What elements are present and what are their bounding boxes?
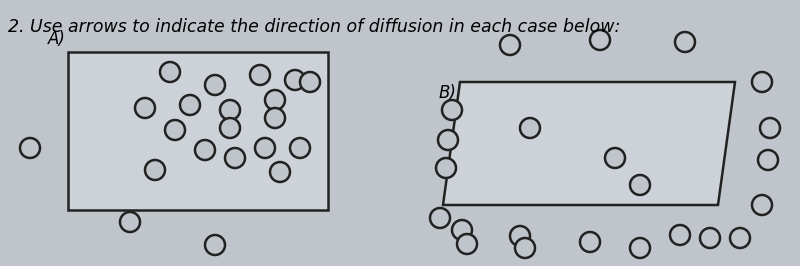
Circle shape xyxy=(290,138,310,158)
Circle shape xyxy=(630,238,650,258)
Circle shape xyxy=(225,148,245,168)
Circle shape xyxy=(265,90,285,110)
Circle shape xyxy=(270,162,290,182)
Circle shape xyxy=(630,175,650,195)
Circle shape xyxy=(670,225,690,245)
Circle shape xyxy=(510,226,530,246)
Circle shape xyxy=(436,158,456,178)
Circle shape xyxy=(265,108,285,128)
Circle shape xyxy=(135,98,155,118)
Circle shape xyxy=(752,72,772,92)
Text: B): B) xyxy=(438,84,456,102)
Circle shape xyxy=(165,120,185,140)
Circle shape xyxy=(752,195,772,215)
Circle shape xyxy=(285,70,305,90)
Circle shape xyxy=(220,100,240,120)
Circle shape xyxy=(220,118,240,138)
Text: A): A) xyxy=(48,30,66,48)
Circle shape xyxy=(760,118,780,138)
Circle shape xyxy=(457,234,477,254)
Circle shape xyxy=(205,75,225,95)
Circle shape xyxy=(758,150,778,170)
Circle shape xyxy=(160,62,180,82)
Circle shape xyxy=(180,95,200,115)
Circle shape xyxy=(300,72,320,92)
Circle shape xyxy=(500,35,520,55)
Circle shape xyxy=(520,118,540,138)
Bar xyxy=(68,52,328,210)
Circle shape xyxy=(430,208,450,228)
Circle shape xyxy=(580,232,600,252)
Circle shape xyxy=(120,212,140,232)
Circle shape xyxy=(515,238,535,258)
Circle shape xyxy=(590,30,610,50)
Circle shape xyxy=(438,130,458,150)
Circle shape xyxy=(442,100,462,120)
Circle shape xyxy=(205,235,225,255)
Circle shape xyxy=(250,65,270,85)
Circle shape xyxy=(255,138,275,158)
Circle shape xyxy=(145,160,165,180)
Polygon shape xyxy=(443,82,735,205)
Circle shape xyxy=(20,138,40,158)
Circle shape xyxy=(700,228,720,248)
Circle shape xyxy=(195,140,215,160)
Circle shape xyxy=(605,148,625,168)
Circle shape xyxy=(730,228,750,248)
Circle shape xyxy=(452,220,472,240)
Circle shape xyxy=(675,32,695,52)
Text: 2. Use arrows to indicate the direction of diffusion in each case below:: 2. Use arrows to indicate the direction … xyxy=(8,18,620,36)
